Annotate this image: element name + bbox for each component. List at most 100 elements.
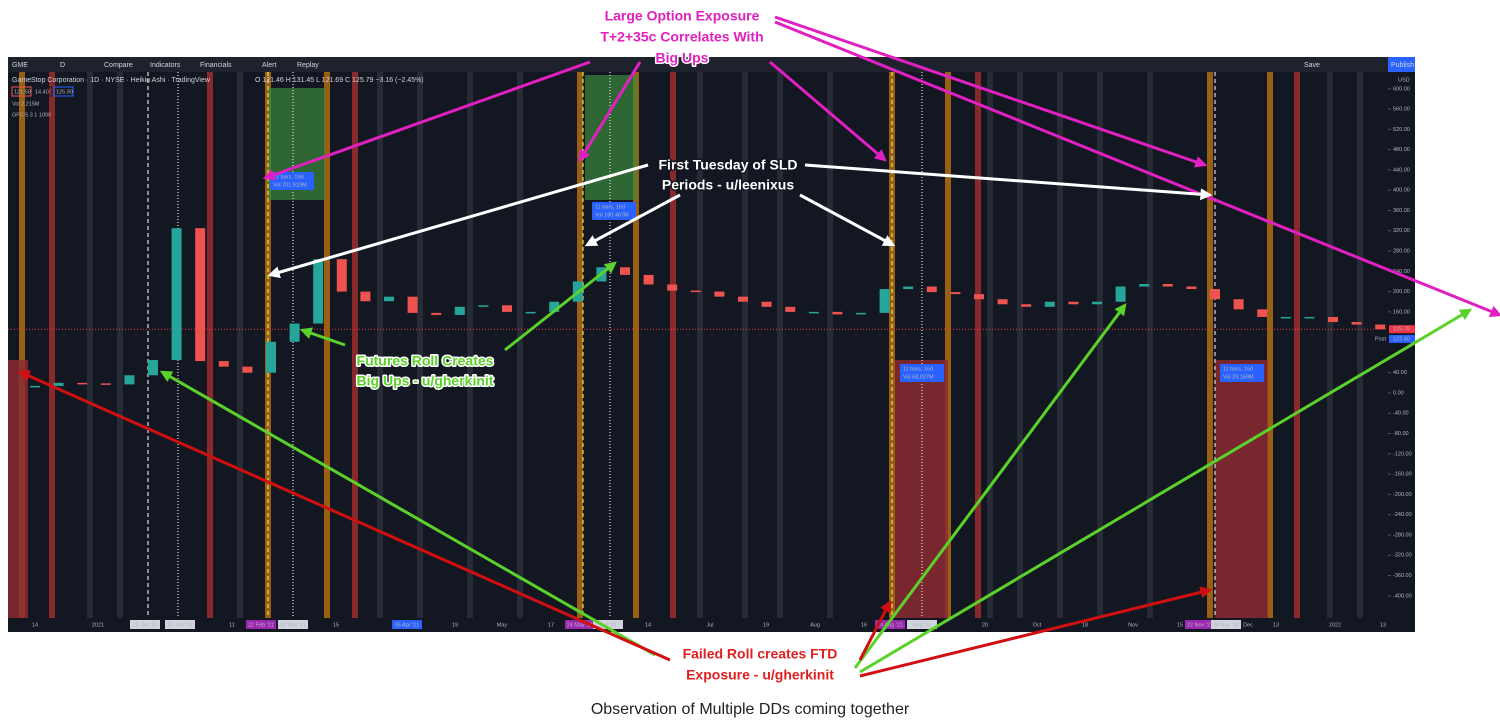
price-tick-label: 320.00 [1393, 228, 1410, 234]
time-label: 18 [1082, 622, 1088, 628]
measure-volume: Vol 68.027M [903, 374, 934, 380]
period-band [324, 72, 330, 618]
time-label: Aug '21 [913, 622, 931, 628]
toolbar-item[interactable]: Replay [297, 62, 319, 69]
arrow [578, 61, 642, 163]
toolbar-item[interactable]: Financials [200, 62, 232, 69]
time-label: 24 Nov '21 [1213, 622, 1239, 628]
toolbar-item: GME [12, 62, 28, 69]
candle [407, 296, 418, 313]
price-tick-label: -320.00 [1393, 553, 1412, 559]
period-band [827, 72, 833, 618]
arrow [799, 193, 896, 247]
candle [124, 375, 135, 385]
time-label: 24 May '21 [567, 622, 594, 628]
legend-title: GameStop Corporation · 1D · NYSE · Heiki… [12, 77, 211, 84]
toolbar-item[interactable]: D [60, 62, 65, 69]
annotation: First Tuesday of SLD [659, 157, 798, 173]
price-tick-label: 240.00 [1393, 269, 1410, 275]
time-label: 13 [1380, 622, 1386, 628]
publish[interactable]: Publish [1391, 62, 1414, 69]
price-tick-label: -120.00 [1393, 451, 1412, 457]
time-label: 22 Nov '21 [1187, 622, 1213, 628]
time-label: Jul [706, 622, 713, 628]
toolbar-item[interactable]: Indicators [150, 62, 181, 69]
period-band [697, 72, 703, 618]
price-tick-label: 0.00 [1393, 390, 1404, 396]
red-zone [1215, 360, 1268, 618]
candle [1304, 316, 1315, 319]
last-price-box [1389, 325, 1415, 334]
measure-volume: Vol 180.467M [595, 212, 629, 218]
legend-box [32, 86, 53, 97]
period-band [777, 72, 783, 618]
candle [289, 323, 300, 342]
time-label: Oct [1033, 622, 1042, 628]
candle [690, 290, 701, 293]
time-label: 13 [1273, 622, 1279, 628]
price-tick-label: -80.00 [1393, 431, 1409, 437]
candle [100, 383, 111, 385]
candle [171, 228, 182, 361]
candle [714, 291, 725, 297]
price-tick-label: -400.00 [1393, 593, 1412, 599]
price-tick-label: 160.00 [1393, 309, 1410, 315]
time-label: 24 Aug '21 [877, 622, 903, 628]
time-label: Dec [1243, 622, 1253, 628]
period-band [417, 72, 423, 618]
period-band [1057, 72, 1063, 618]
toolbar [8, 57, 1415, 72]
period-band [1017, 72, 1023, 618]
measure-volume: Vol 701.919M [273, 182, 307, 188]
currency: USD [1398, 77, 1410, 83]
annotation: Periods - u/leenixus [662, 177, 794, 193]
candle [1233, 299, 1244, 310]
measure-box [1220, 364, 1264, 382]
period-band [987, 72, 993, 618]
period-band [19, 72, 25, 618]
price-tick-label: -200.00 [1393, 492, 1412, 498]
toolbar-item[interactable]: Compare [104, 62, 133, 69]
toolbar-item[interactable]: Save [1304, 62, 1320, 69]
period-band [742, 72, 748, 618]
time-label: 16 [861, 622, 867, 628]
arrow [159, 370, 656, 657]
plot: USD 600.00 560.00 520.00 480.00 440.00 400.00 3… [8, 62, 1415, 632]
time-label: 22 Feb '21 [248, 622, 274, 628]
candle [502, 305, 512, 312]
price-tick-label: 280.00 [1393, 248, 1410, 254]
arrow [859, 308, 1473, 674]
candle [808, 311, 819, 314]
bands [8, 72, 1363, 618]
arrow [774, 20, 1500, 317]
candle [218, 361, 229, 367]
time-label: Nov [1128, 622, 1138, 628]
period-band [945, 72, 951, 618]
time-label: 14 [645, 622, 651, 628]
time-label: 19 Jan '21 [132, 622, 157, 628]
legend-gfc: GFC 5 3 1 1000 [12, 112, 51, 118]
measure-box [900, 364, 944, 382]
price-tick-label: 360.00 [1393, 208, 1410, 214]
candle [266, 341, 276, 373]
publish-button[interactable] [1388, 57, 1415, 72]
post-label: Post [1375, 336, 1386, 342]
time-label: Jun '21 [599, 622, 617, 628]
toolbar-item[interactable]: Alert [262, 62, 276, 69]
candle [1044, 301, 1055, 307]
period-band [1207, 72, 1213, 618]
candle [454, 306, 465, 315]
price-tick-label: 400.00 [1393, 188, 1410, 194]
overlay: 12 bars, 16d Vol 701.919M 11 bars, 16d Vol … [17, 6, 1500, 718]
candle [1375, 324, 1386, 330]
arrow [262, 60, 591, 181]
candle [926, 286, 937, 293]
arrow [299, 327, 346, 347]
time-label: 2022 [1329, 622, 1341, 628]
period-band [117, 72, 123, 618]
price-tick-label: 600.00 [1393, 86, 1410, 92]
time-label: May [497, 622, 508, 628]
time-label: 02 Mar '21 [280, 622, 306, 628]
annotation: Failed Roll creates FTD [683, 646, 838, 662]
